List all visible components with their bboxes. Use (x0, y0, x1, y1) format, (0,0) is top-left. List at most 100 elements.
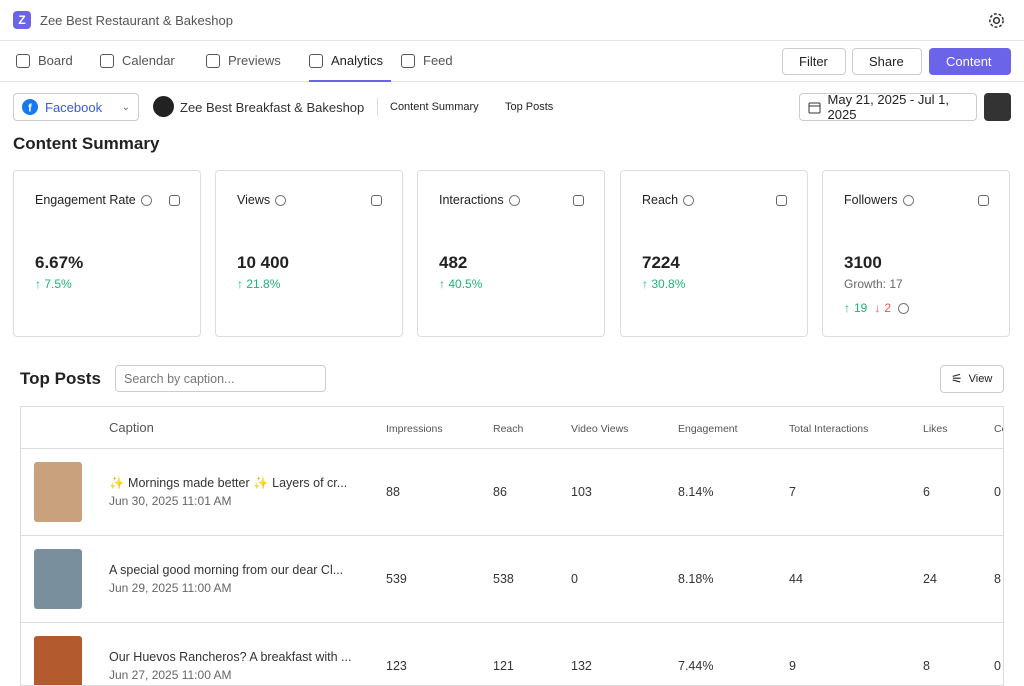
metric-change: ↑ 30.8% (642, 277, 685, 291)
section-title: Top Posts (20, 369, 101, 388)
nav-tab[interactable]: Feed (401, 53, 453, 68)
posts-table: Caption Impressions Reach Video Views Engage… (20, 406, 1004, 686)
column-header[interactable]: Reach (493, 423, 524, 435)
info-icon (275, 194, 287, 206)
post-thumbnail (34, 462, 82, 522)
metric-change: ↑ 21.8% (237, 277, 280, 291)
top-bar: Z Zee Best Restaurant & Bakeshop (0, 0, 1024, 41)
column-header[interactable]: Total Interactions (789, 423, 869, 435)
metric-label-text: Reach (642, 193, 679, 207)
nav-tab[interactable]: Previews (206, 53, 281, 68)
row-divider (21, 622, 1003, 623)
account-avatar (153, 96, 174, 117)
metric-value: 6.67% (35, 253, 84, 272)
metric-label-text: Engagement Rate (35, 193, 136, 207)
info-icon (683, 194, 695, 206)
active-indicator (309, 80, 391, 82)
post-thumbnail (34, 636, 82, 685)
section-link[interactable]: Content Summary (390, 101, 479, 113)
table-cell: 44 (789, 572, 803, 586)
view-button[interactable]: ⚟ View (940, 365, 1004, 393)
column-header[interactable]: Video Views (571, 423, 629, 435)
platform-name: Facebook (45, 99, 103, 115)
table-cell: 9 (789, 659, 796, 673)
table-cell: 7 (789, 485, 796, 499)
info-icon (508, 194, 520, 206)
nav-tab[interactable]: Analytics (309, 53, 383, 68)
metric-icon (978, 195, 989, 206)
settings-icon[interactable] (987, 11, 1006, 30)
tab-icon (401, 53, 415, 68)
table-cell: 24 (923, 572, 937, 586)
follows-down: 2 (884, 301, 892, 315)
calendar-icon (808, 102, 821, 113)
button-label: Filter (799, 54, 828, 69)
metric-label-text: Interactions (439, 193, 504, 207)
platform-select[interactable]: f Facebook ⌄ (13, 93, 139, 121)
column-header[interactable]: Likes (923, 423, 948, 435)
metric-value: 10 400 (237, 253, 289, 272)
metric-label: Views (237, 193, 287, 207)
change-value: 21.8% (246, 277, 281, 291)
column-header[interactable]: Impressions (386, 423, 443, 435)
header-divider (21, 448, 1003, 449)
brand-logo: Z (13, 11, 31, 29)
follower-changes: ↑ 19 ↓ 2 (844, 301, 910, 315)
column-header[interactable]: Comments (994, 423, 1003, 435)
change-value: 7.5% (44, 277, 72, 291)
search-input[interactable]: Search by caption... (115, 365, 326, 392)
post-thumbnail (34, 549, 82, 609)
action-button[interactable]: Filter (782, 48, 846, 75)
tab-label: Feed (423, 53, 453, 68)
table-cell: 132 (571, 659, 592, 673)
table-cell: 8 (994, 572, 1001, 586)
metric-icon (776, 195, 787, 206)
action-button[interactable]: Share (852, 48, 922, 75)
nav-tab[interactable]: Board (16, 53, 73, 68)
section-link[interactable]: Top Posts (505, 101, 554, 113)
metric-change: ↑ 7.5% (35, 277, 72, 291)
date-range[interactable]: May 21, 2025 - Jul 1, 2025 (799, 92, 977, 122)
table-cell: 0 (571, 572, 578, 586)
tab-icon (16, 53, 30, 68)
button-label: Content (946, 54, 992, 69)
table-cell: 86 (493, 485, 507, 499)
button-label: Share (869, 54, 904, 69)
info-icon (898, 303, 910, 314)
date-range-text: May 21, 2025 - Jul 1, 2025 (827, 92, 949, 122)
tab-label: Previews (228, 53, 281, 68)
metric-value: 482 (439, 253, 468, 272)
metric-change: ↑ 40.5% (439, 277, 482, 291)
nav-bar: Board Calendar Previews Analytics Feed Filter… (0, 41, 1024, 82)
change-value: 30.8% (651, 277, 686, 291)
table-cell: 538 (493, 572, 514, 586)
table-cell: 8 (923, 659, 930, 673)
nav-tab[interactable]: Calendar (100, 53, 175, 68)
metric-icon (573, 195, 584, 206)
brand-title: Zee Best Restaurant & Bakeshop (40, 13, 233, 28)
arrow-up: ↑ (35, 277, 45, 291)
table-cell: 103 (571, 485, 592, 499)
table-cell: 6 (923, 485, 930, 499)
post-caption[interactable]: A special good morning from our dear Cl.… (109, 563, 344, 577)
info-icon (902, 194, 914, 206)
metric-label-text: Views (237, 193, 271, 207)
metric-icon (169, 195, 180, 206)
metric-value: 7224 (642, 253, 680, 272)
action-button[interactable]: Content (929, 48, 1011, 75)
tab-icon (206, 53, 220, 68)
info-icon (140, 194, 152, 206)
post-caption[interactable]: Our Huevos Rancheros? A breakfast with .… (109, 650, 352, 664)
tab-icon (100, 53, 114, 68)
growth-text: Growth: 17 (844, 277, 903, 291)
post-caption[interactable]: ✨ Mornings made better ✨ Layers of cr... (109, 476, 348, 490)
table-cell: 539 (386, 572, 407, 586)
report-button[interactable] (984, 93, 1011, 121)
svg-text:f: f (28, 103, 32, 115)
arrow-up: ↑ (237, 277, 247, 291)
row-divider (21, 535, 1003, 536)
account-name: Zee Best Breakfast & Bakeshop (180, 100, 365, 115)
column-header[interactable]: Engagement (678, 423, 738, 435)
table-cell: 0 (994, 485, 1001, 499)
metric-card: Engagement Rate 6.67% ↑ 7.5% (13, 170, 201, 337)
